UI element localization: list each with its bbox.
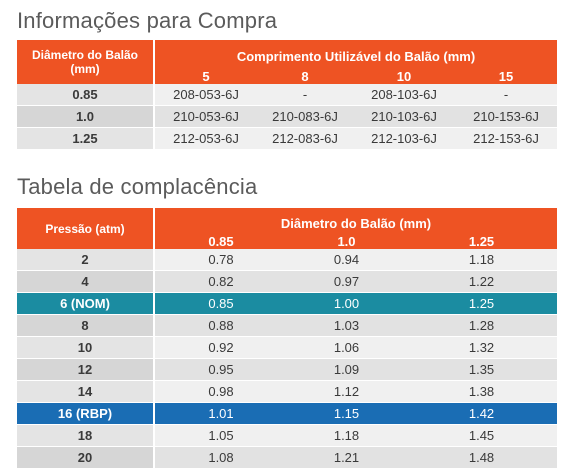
diameter-cell: 1.0 — [17, 105, 155, 128]
catalog-number-cell: 212-083-6J — [257, 127, 353, 149]
compliance-row: 8 0.88 1.03 1.28 — [17, 314, 558, 337]
compliance-row: 2 0.78 0.94 1.18 — [17, 249, 558, 271]
diameter-column-header: Diâmetro do Balão (mm) — [17, 40, 155, 84]
compliance-row: 20 1.08 1.21 1.48 — [17, 446, 558, 468]
diameter-value-cell: 1.15 — [287, 402, 406, 425]
diameter-value-cell: 1.08 — [154, 446, 287, 468]
diameter-group-header: Diâmetro do Balão (mm) — [154, 208, 558, 234]
compliance-row: 18 1.05 1.18 1.45 — [17, 424, 558, 447]
pressure-cell: 4 — [17, 270, 155, 293]
purchase-row: 1.25 212-053-6J 212-083-6J 212-103-6J 21… — [17, 127, 557, 149]
pressure-cell: 10 — [17, 336, 155, 359]
diameter-value-cell: 1.38 — [406, 380, 558, 403]
diameter-value-cell: 1.42 — [406, 402, 558, 425]
length-header-cell: 5 — [154, 68, 257, 84]
diameter-value-cell: 1.12 — [287, 380, 406, 403]
purchase-header-row-2: 5 8 10 15 — [17, 68, 557, 84]
catalog-number-cell: 208-053-6J — [154, 84, 257, 106]
diameter-value-cell: 1.35 — [406, 358, 558, 381]
purchase-info-table: Diâmetro do Balão (mm) Comprimento Utili… — [17, 40, 557, 149]
length-header-cell: 10 — [353, 68, 455, 84]
compliance-table-title: Tabela de complacência — [17, 174, 258, 199]
catalog-number-cell: 212-053-6J — [154, 127, 257, 149]
diameter-value-cell: 1.22 — [406, 270, 558, 293]
pressure-cell: 16 (RBP) — [17, 402, 155, 425]
compliance-header-row-1: Pressão (atm) Diâmetro do Balão (mm) — [17, 208, 558, 249]
diameter-value-cell: 1.06 — [287, 336, 406, 359]
compliance-row: 6 (NOM) 0.85 1.00 1.25 — [17, 292, 558, 315]
diameter-value-cell: 0.94 — [287, 249, 406, 271]
compliance-table: Pressão (atm) Diâmetro do Balão (mm) 0.8… — [17, 208, 558, 468]
diameter-value-cell: 1.01 — [154, 402, 287, 425]
diameter-value-cell: 0.88 — [154, 314, 287, 337]
purchase-header-row-1: Diâmetro do Balão (mm) Comprimento Utili… — [17, 40, 557, 84]
pressure-cell: 18 — [17, 424, 155, 447]
diameter-value-cell: 1.45 — [406, 424, 558, 447]
diameter-value-cell: 1.18 — [287, 424, 406, 447]
purchase-row: 1.0 210-053-6J 210-083-6J 210-103-6J 210… — [17, 105, 557, 128]
length-header-cell: 8 — [257, 68, 353, 84]
pressure-column-header: Pressão (atm) — [17, 208, 155, 249]
diameter-value-cell: 1.25 — [406, 292, 558, 315]
diameter-value-cell: 0.85 — [154, 292, 287, 315]
catalog-number-cell: 212-153-6J — [455, 127, 557, 149]
diameter-value-cell: 1.21 — [287, 446, 406, 468]
purchase-info-title: Informações para Compra — [17, 8, 278, 33]
usable-length-group-header: Comprimento Utilizável do Balão (mm) — [154, 40, 557, 68]
diameter-cell: 0.85 — [17, 84, 155, 106]
pressure-cell: 12 — [17, 358, 155, 381]
catalog-number-cell: - — [257, 84, 353, 106]
diameter-value-cell: 1.32 — [406, 336, 558, 359]
catalog-number-cell: 210-053-6J — [154, 105, 257, 128]
length-header-cell: 15 — [455, 68, 557, 84]
diameter-value-cell: 0.98 — [154, 380, 287, 403]
diameter-value-cell: 1.09 — [287, 358, 406, 381]
catalog-number-cell: - — [455, 84, 557, 106]
diameter-value-cell: 0.92 — [154, 336, 287, 359]
catalog-number-cell: 212-103-6J — [353, 127, 455, 149]
diameter-header-cell: 0.85 — [154, 234, 287, 249]
pressure-cell: 14 — [17, 380, 155, 403]
diameter-value-cell: 0.78 — [154, 249, 287, 271]
pressure-cell: 6 (NOM) — [17, 292, 155, 315]
diameter-value-cell: 1.28 — [406, 314, 558, 337]
compliance-row: 16 (RBP) 1.01 1.15 1.42 — [17, 402, 558, 425]
compliance-row: 12 0.95 1.09 1.35 — [17, 358, 558, 381]
diameter-value-cell: 1.18 — [406, 249, 558, 271]
diameter-header-cell: 1.25 — [406, 234, 558, 249]
compliance-row: 4 0.82 0.97 1.22 — [17, 270, 558, 293]
diameter-value-cell: 0.95 — [154, 358, 287, 381]
diameter-value-cell: 0.82 — [154, 270, 287, 293]
diameter-cell: 1.25 — [17, 127, 155, 149]
catalog-number-cell: 210-083-6J — [257, 105, 353, 128]
purchase-row: 0.85 208-053-6J - 208-103-6J - — [17, 84, 557, 106]
diameter-header-cell: 1.0 — [287, 234, 406, 249]
compliance-header-row-2: 0.85 1.0 1.25 — [17, 234, 558, 249]
diameter-value-cell: 1.05 — [154, 424, 287, 447]
pressure-cell: 8 — [17, 314, 155, 337]
catalog-number-cell: 210-103-6J — [353, 105, 455, 128]
diameter-value-cell: 1.48 — [406, 446, 558, 468]
diameter-value-cell: 1.03 — [287, 314, 406, 337]
catalog-number-cell: 208-103-6J — [353, 84, 455, 106]
pressure-cell: 2 — [17, 249, 155, 271]
compliance-row: 14 0.98 1.12 1.38 — [17, 380, 558, 403]
compliance-row: 10 0.92 1.06 1.32 — [17, 336, 558, 359]
pressure-cell: 20 — [17, 446, 155, 468]
catalog-number-cell: 210-153-6J — [455, 105, 557, 128]
diameter-value-cell: 1.00 — [287, 292, 406, 315]
diameter-value-cell: 0.97 — [287, 270, 406, 293]
